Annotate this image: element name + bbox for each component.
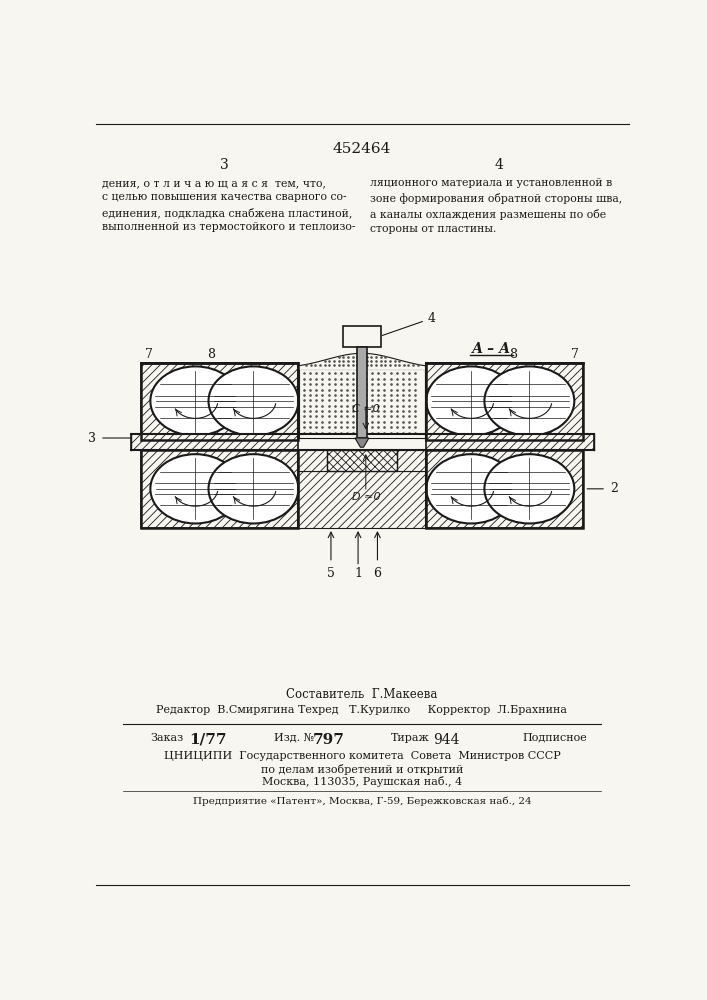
Polygon shape [355, 438, 369, 447]
Bar [357, 347, 367, 438]
Ellipse shape [209, 454, 298, 523]
Text: 1: 1 [354, 567, 362, 580]
Text: Заказ: Заказ [151, 733, 184, 743]
Text: Подписное: Подписное [522, 733, 587, 743]
Text: 7: 7 [571, 348, 579, 361]
Ellipse shape [151, 366, 240, 436]
Text: 7: 7 [145, 348, 153, 361]
Bar [131, 434, 298, 450]
Text: Редактор  В.Смирягина Техред   Т.Курилко     Корректор  Л.Брахнина: Редактор В.Смирягина Техред Т.Курилко Ко… [156, 705, 568, 715]
Ellipse shape [484, 366, 574, 436]
Text: Составитель  Г.Макеева: Составитель Г.Макеева [286, 688, 438, 701]
Text: дения, о т л и ч а ю щ а я с я  тем, что,
с целью повышения качества сварного со: дения, о т л и ч а ю щ а я с я тем, что,… [103, 178, 356, 232]
Ellipse shape [484, 454, 574, 523]
Bar [298, 363, 426, 440]
Bar [298, 450, 327, 471]
Text: C ≈0: C ≈0 [352, 404, 380, 414]
Text: Тираж: Тираж [391, 733, 429, 743]
Text: по делам изобретений и открытий: по делам изобретений и открытий [261, 764, 463, 775]
Bar [141, 450, 298, 528]
Text: ЦНИЦИПИ  Государственного комитета  Совета  Министров СССР: ЦНИЦИПИ Государственного комитета Совета… [163, 751, 561, 761]
Text: 797: 797 [313, 733, 345, 747]
Text: Москва, 113035, Раушская наб., 4: Москва, 113035, Раушская наб., 4 [262, 776, 462, 787]
Text: Изд. №: Изд. № [274, 733, 315, 743]
Text: 1/77: 1/77 [189, 733, 227, 747]
Bar [426, 363, 583, 440]
Bar [426, 363, 583, 440]
Ellipse shape [426, 454, 516, 523]
Text: 452464: 452464 [333, 142, 391, 156]
Bar [426, 450, 583, 528]
Bar [426, 434, 594, 450]
Text: D ≈0: D ≈0 [351, 492, 380, 502]
Text: 2: 2 [610, 482, 618, 495]
Text: 4: 4 [382, 312, 436, 335]
Text: 5: 5 [327, 567, 335, 580]
Text: 944: 944 [433, 733, 460, 747]
Bar [397, 450, 426, 471]
Text: ляционного материала и установленной в
зоне формирования обратной стороны шва,
а: ляционного материала и установленной в з… [370, 178, 622, 234]
Bar [298, 450, 426, 528]
Bar [141, 363, 298, 440]
Text: 3: 3 [88, 432, 96, 445]
Bar [298, 471, 426, 528]
Text: 8: 8 [509, 348, 517, 361]
Text: А – А: А – А [472, 342, 511, 356]
Ellipse shape [209, 366, 298, 436]
Text: Предприятие «Патент», Москва, Г-59, Бережковская наб., 24: Предприятие «Патент», Москва, Г-59, Бере… [192, 796, 531, 806]
Ellipse shape [426, 366, 516, 436]
Text: 6: 6 [373, 567, 382, 580]
Bar [327, 450, 397, 471]
Bar [141, 363, 298, 440]
Bar [141, 450, 298, 528]
Bar [299, 369, 425, 438]
Text: 3: 3 [220, 158, 228, 172]
Bar [426, 450, 583, 528]
Text: 4: 4 [495, 158, 503, 172]
Text: 8: 8 [207, 348, 215, 361]
Ellipse shape [151, 454, 240, 523]
Bar [343, 326, 381, 347]
